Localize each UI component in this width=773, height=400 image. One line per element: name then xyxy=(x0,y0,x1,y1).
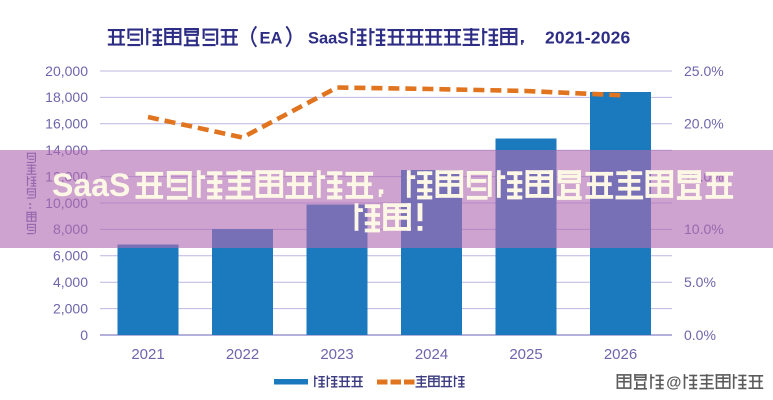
svg-text:16,000: 16,000 xyxy=(45,116,88,132)
svg-text:EA: EA xyxy=(260,30,283,48)
svg-text:0.0%: 0.0% xyxy=(684,327,716,343)
svg-text:SaaS: SaaS xyxy=(308,30,348,48)
svg-text:2026: 2026 xyxy=(604,346,637,363)
svg-text:2022: 2022 xyxy=(226,346,259,363)
svg-text:SaaS: SaaS xyxy=(52,167,130,203)
svg-text:2025: 2025 xyxy=(509,346,542,363)
svg-text:2023: 2023 xyxy=(320,346,353,363)
svg-text:0: 0 xyxy=(80,327,88,343)
svg-text:2,000: 2,000 xyxy=(53,300,88,316)
svg-text:6,000: 6,000 xyxy=(53,248,88,264)
svg-text:2021: 2021 xyxy=(131,346,164,363)
svg-text:20.0%: 20.0% xyxy=(684,116,724,132)
svg-text:2024: 2024 xyxy=(415,346,448,363)
svg-text:@: @ xyxy=(666,374,681,391)
svg-text:25.0%: 25.0% xyxy=(684,63,724,79)
svg-text:4,000: 4,000 xyxy=(53,274,88,290)
svg-text:18,000: 18,000 xyxy=(45,89,88,105)
svg-text:20,000: 20,000 xyxy=(45,63,88,79)
svg-text:2021-2026: 2021-2026 xyxy=(545,28,631,48)
svg-text:5.0%: 5.0% xyxy=(684,274,716,290)
